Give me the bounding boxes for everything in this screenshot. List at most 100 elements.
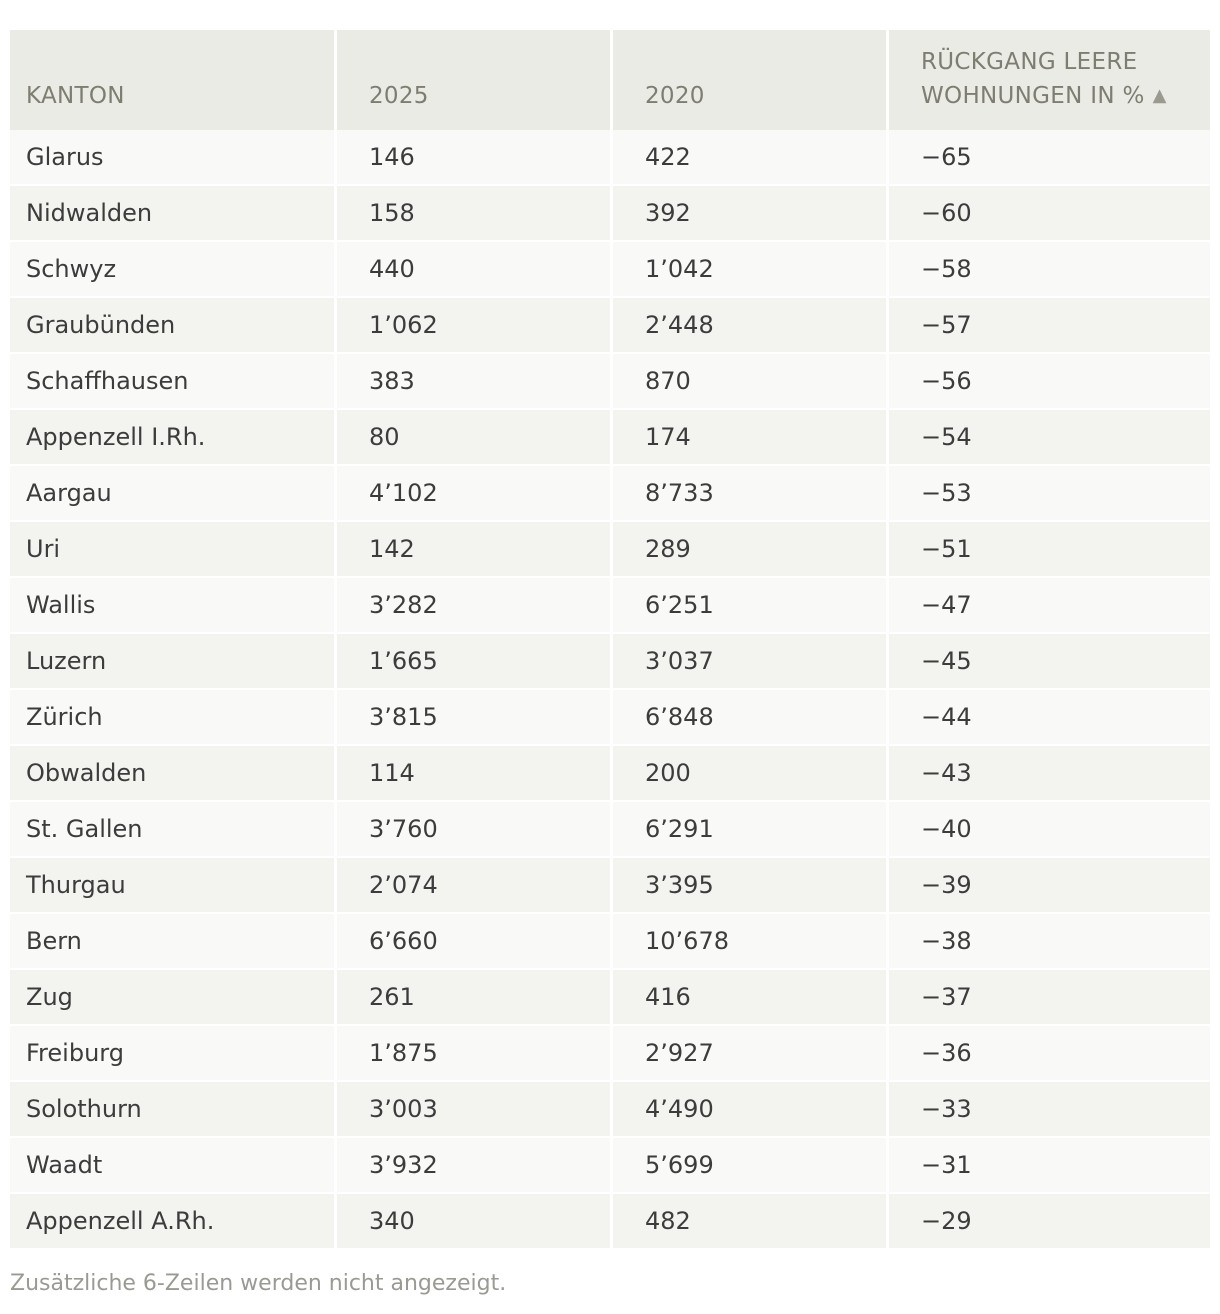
cell-kanton: Luzern <box>10 634 334 690</box>
cell-2025: 158 <box>334 186 610 242</box>
cell-change-percent: −40 <box>886 802 1210 858</box>
cell-2020: 289 <box>610 522 886 578</box>
cell-2020: 2’448 <box>610 298 886 354</box>
cell-kanton: Appenzell I.Rh. <box>10 410 334 466</box>
cell-2020: 6’291 <box>610 802 886 858</box>
table-row: Schwyz 440 1’042 −58 <box>10 242 1210 298</box>
table-body: Glarus 146 422 −65 Nidwalden 158 392 −60 Schwyz 4… <box>10 130 1210 1250</box>
column-header-2025[interactable]: 2025 <box>334 30 610 130</box>
cell-2020: 10’678 <box>610 914 886 970</box>
table-row: Freiburg 1’875 2’927 −36 <box>10 1026 1210 1082</box>
cell-kanton: St. Gallen <box>10 802 334 858</box>
cell-kanton: Graubünden <box>10 298 334 354</box>
cell-2020: 174 <box>610 410 886 466</box>
cell-change-percent: −38 <box>886 914 1210 970</box>
table-row: Obwalden 114 200 −43 <box>10 746 1210 802</box>
cell-kanton: Waadt <box>10 1138 334 1194</box>
cell-change-percent: −58 <box>886 242 1210 298</box>
column-header-label: 2025 <box>369 83 429 109</box>
cell-2020: 1’042 <box>610 242 886 298</box>
cell-change-percent: −36 <box>886 1026 1210 1082</box>
cell-kanton: Solothurn <box>10 1082 334 1138</box>
sort-ascending-icon[interactable]: ▲ <box>1152 85 1167 106</box>
cell-change-percent: −65 <box>886 130 1210 186</box>
cell-2025: 3’815 <box>334 690 610 746</box>
cell-2020: 5’699 <box>610 1138 886 1194</box>
cell-2025: 383 <box>334 354 610 410</box>
cell-2025: 3’282 <box>334 578 610 634</box>
cell-kanton: Glarus <box>10 130 334 186</box>
cell-2020: 4’490 <box>610 1082 886 1138</box>
table-row: Graubünden 1’062 2’448 −57 <box>10 298 1210 354</box>
cell-change-percent: −29 <box>886 1194 1210 1250</box>
table-row: Uri 142 289 −51 <box>10 522 1210 578</box>
cell-change-percent: −56 <box>886 354 1210 410</box>
cell-2025: 3’003 <box>334 1082 610 1138</box>
cell-kanton: Uri <box>10 522 334 578</box>
cell-kanton: Obwalden <box>10 746 334 802</box>
column-header-label: KANTON <box>26 83 125 109</box>
cell-2020: 200 <box>610 746 886 802</box>
cell-2025: 1’665 <box>334 634 610 690</box>
table-row: Bern 6’660 10’678 −38 <box>10 914 1210 970</box>
table-row: Appenzell A.Rh. 340 482 −29 <box>10 1194 1210 1250</box>
cell-2020: 2’927 <box>610 1026 886 1082</box>
cell-2025: 3’760 <box>334 802 610 858</box>
column-header-label-line2: WOHNUNGEN IN % <box>921 83 1145 109</box>
cell-kanton: Bern <box>10 914 334 970</box>
cell-2020: 422 <box>610 130 886 186</box>
cell-change-percent: −53 <box>886 466 1210 522</box>
column-header-label-line1: RÜCKGANG LEERE <box>921 49 1138 75</box>
cell-change-percent: −47 <box>886 578 1210 634</box>
cell-change-percent: −57 <box>886 298 1210 354</box>
column-header-change-percent[interactable]: RÜCKGANG LEERE WOHNUNGEN IN % ▲ <box>886 30 1210 130</box>
cell-2025: 1’062 <box>334 298 610 354</box>
table-row: St. Gallen 3’760 6’291 −40 <box>10 802 1210 858</box>
cell-change-percent: −54 <box>886 410 1210 466</box>
table-row: Wallis 3’282 6’251 −47 <box>10 578 1210 634</box>
data-table-container: KANTON 2025 2020 RÜCKGANG LEERE WOHNUNGE… <box>10 30 1210 1250</box>
cell-2025: 142 <box>334 522 610 578</box>
cell-2025: 6’660 <box>334 914 610 970</box>
cell-kanton: Aargau <box>10 466 334 522</box>
column-header-label: 2020 <box>645 83 705 109</box>
cell-kanton: Freiburg <box>10 1026 334 1082</box>
cell-2025: 3’932 <box>334 1138 610 1194</box>
column-header-2020[interactable]: 2020 <box>610 30 886 130</box>
cell-2025: 4’102 <box>334 466 610 522</box>
vacancy-table: KANTON 2025 2020 RÜCKGANG LEERE WOHNUNGE… <box>10 30 1210 1250</box>
cell-2020: 392 <box>610 186 886 242</box>
cell-2025: 261 <box>334 970 610 1026</box>
table-row: Appenzell I.Rh. 80 174 −54 <box>10 410 1210 466</box>
cell-kanton: Appenzell A.Rh. <box>10 1194 334 1250</box>
column-header-kanton[interactable]: KANTON <box>10 30 334 130</box>
cell-2020: 8’733 <box>610 466 886 522</box>
cell-2025: 114 <box>334 746 610 802</box>
table-row: Schaffhausen 383 870 −56 <box>10 354 1210 410</box>
cell-2020: 870 <box>610 354 886 410</box>
cell-2020: 482 <box>610 1194 886 1250</box>
cell-kanton: Nidwalden <box>10 186 334 242</box>
cell-2025: 2’074 <box>334 858 610 914</box>
table-header-row: KANTON 2025 2020 RÜCKGANG LEERE WOHNUNGE… <box>10 30 1210 130</box>
cell-change-percent: −37 <box>886 970 1210 1026</box>
cell-2020: 6’251 <box>610 578 886 634</box>
table-row: Solothurn 3’003 4’490 −33 <box>10 1082 1210 1138</box>
cell-kanton: Thurgau <box>10 858 334 914</box>
cell-kanton: Zürich <box>10 690 334 746</box>
cell-kanton: Schwyz <box>10 242 334 298</box>
cell-2020: 6’848 <box>610 690 886 746</box>
cell-change-percent: −43 <box>886 746 1210 802</box>
cell-2025: 146 <box>334 130 610 186</box>
cell-change-percent: −39 <box>886 858 1210 914</box>
cell-change-percent: −60 <box>886 186 1210 242</box>
table-row: Luzern 1’665 3’037 −45 <box>10 634 1210 690</box>
table-row: Aargau 4’102 8’733 −53 <box>10 466 1210 522</box>
cell-2025: 80 <box>334 410 610 466</box>
table-row: Zug 261 416 −37 <box>10 970 1210 1026</box>
cell-change-percent: −44 <box>886 690 1210 746</box>
cell-2020: 3’395 <box>610 858 886 914</box>
footnote: Zusätzliche 6-Zeilen werden nicht angeze… <box>10 1271 507 1296</box>
cell-kanton: Zug <box>10 970 334 1026</box>
cell-change-percent: −31 <box>886 1138 1210 1194</box>
